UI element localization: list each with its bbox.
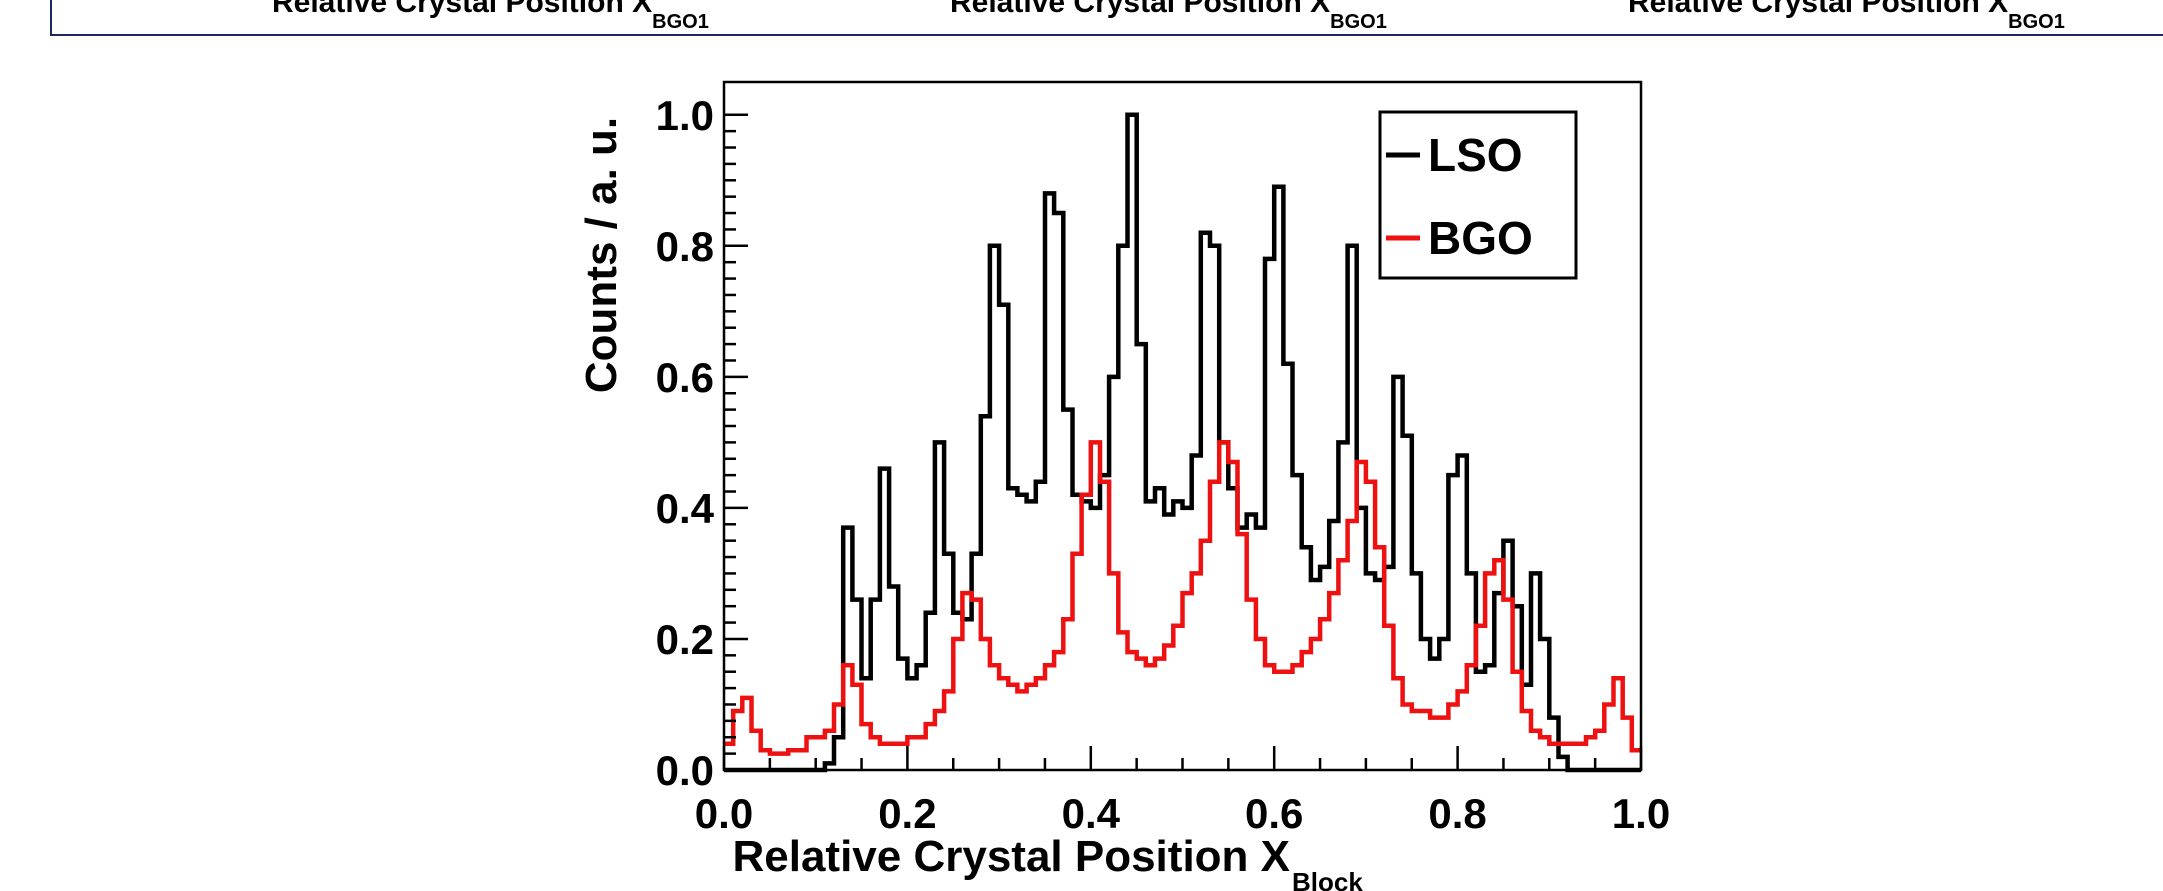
legend-box [1378,110,1578,280]
legend: LSO BGO [1378,110,1578,280]
x-tick-label: 1.0 [1612,790,1670,837]
y-tick-label: 1.0 [656,92,714,139]
y-tick-label: 0.0 [656,747,714,794]
x-axis-title-subscript: Block [1292,867,1363,891]
top-axis-label-1: Relative Crystal Position XBGO1 [272,0,709,33]
x-tick-label: 0.2 [878,790,936,837]
legend-label-lso: LSO [1428,129,1523,181]
y-tick-label: 0.8 [656,223,714,270]
y-tick-label: 0.4 [656,485,715,532]
y-tick-label: 0.2 [656,616,714,663]
top-axis-label-3: Relative Crystal Position XBGO1 [1628,0,2065,33]
previous-figure-strip: Relative Crystal Position XBGO1 Relative… [50,0,2163,36]
y-axis-title: Counts / a. u. [577,117,626,393]
axes-layer: 0.0 0.2 0.4 0.6 0.8 1.0 0.0 0.2 0.4 0.6 0.8 1.0 Rela… [577,92,1670,891]
x-tick-label: 0.8 [1428,790,1486,837]
top-axis-label-2: Relative Crystal Position XBGO1 [950,0,1387,33]
x-tick-label: 0.0 [695,790,753,837]
legend-label-bgo: BGO [1428,212,1533,264]
series-lso-line [724,112,1641,773]
y-tick-label: 0.6 [656,354,714,401]
x-tick-label: 0.6 [1245,790,1303,837]
series-layer [724,112,1641,773]
series-bgo-line [724,440,1641,756]
x-tick-label: 0.4 [1062,790,1121,837]
x-axis-title: Relative Crystal Position X [732,832,1290,881]
